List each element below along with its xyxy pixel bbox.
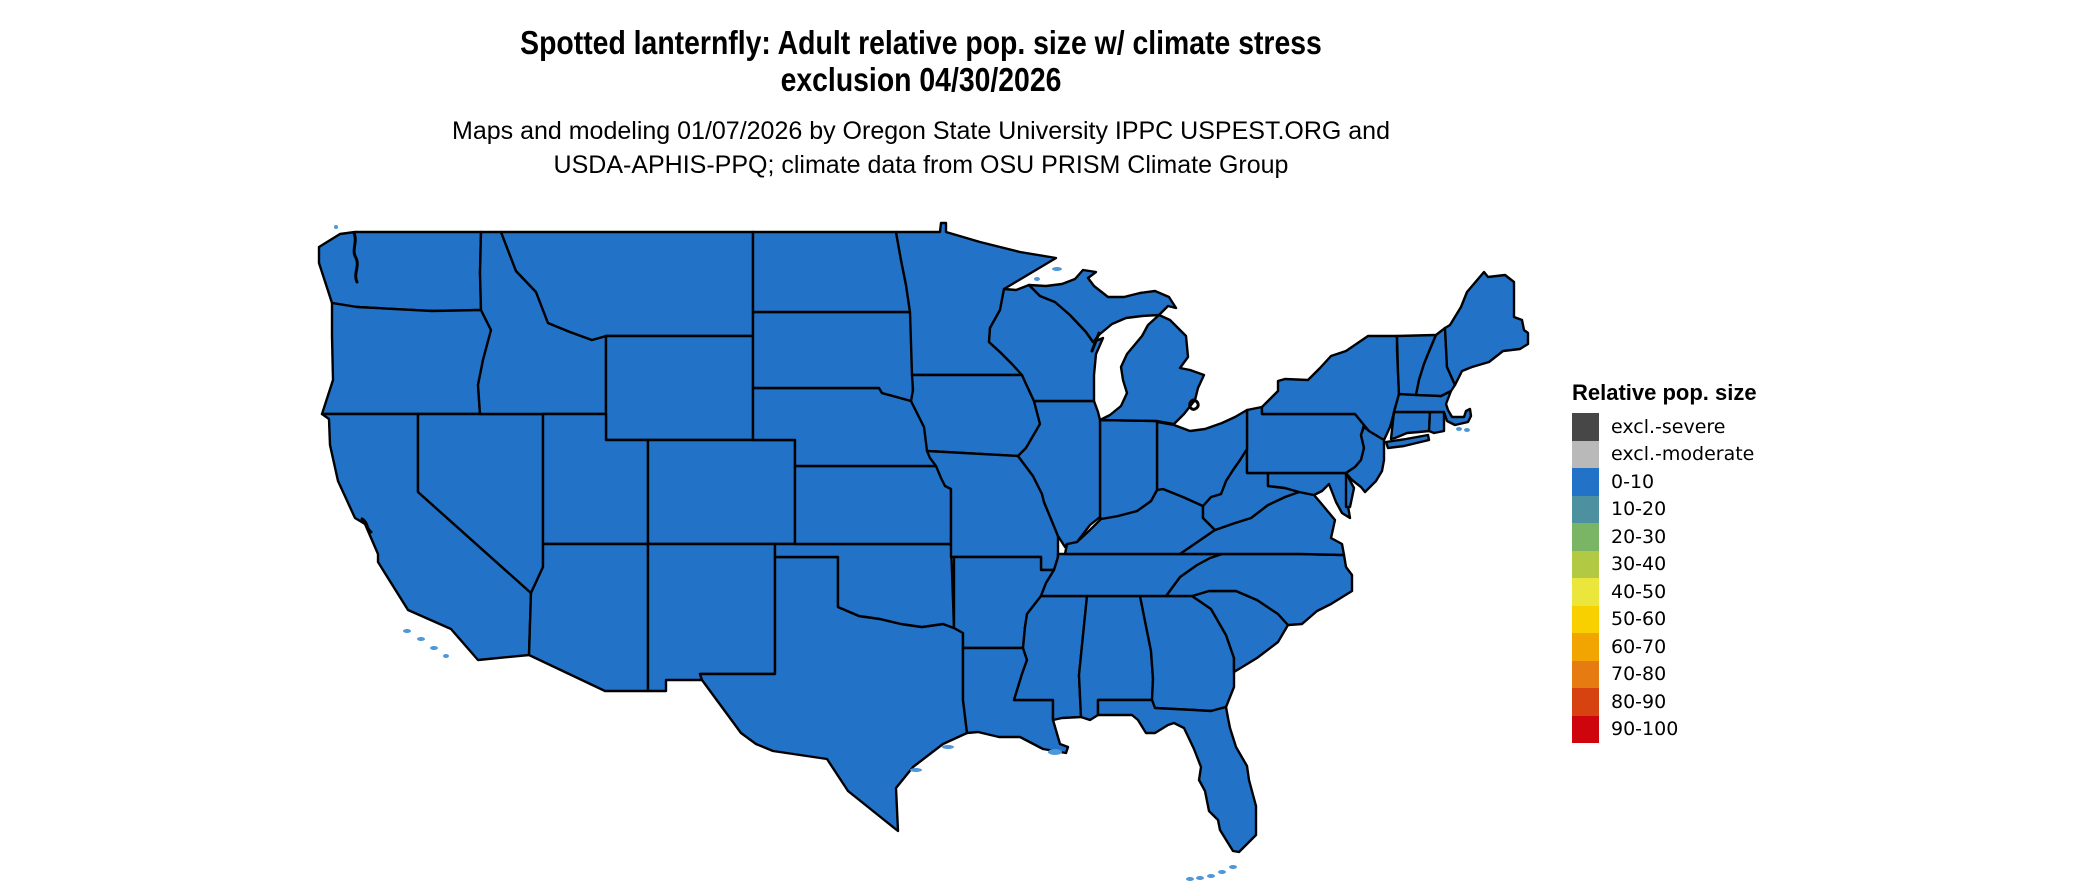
state-illinois	[1016, 399, 1102, 549]
state-oregon	[320, 301, 493, 416]
legend-item-excl-severe: excl.-severe	[1572, 413, 1757, 441]
legend-swatch-excl-severe	[1572, 413, 1599, 441]
state-new-york-long-island	[1384, 433, 1431, 450]
subtitle-line1: Maps and modeling 01/07/2026 by Oregon S…	[452, 117, 1390, 145]
legend: Relative pop. size excl.-severe excl.-mod…	[1572, 380, 1757, 743]
legend-item-10-20: 10-20	[1572, 495, 1757, 523]
state-north-dakota	[751, 230, 912, 314]
offshore-island	[1034, 277, 1040, 281]
state-new-mexico	[646, 542, 777, 693]
legend-item-80-90: 80-90	[1572, 688, 1757, 716]
legend-label-90-100: 90-100	[1611, 718, 1679, 741]
legend-item-20-30: 20-30	[1572, 523, 1757, 551]
legend-swatch-80-90	[1572, 688, 1599, 716]
offshore-island	[1196, 876, 1204, 880]
header: Spotted lanternfly: Adult relative pop. …	[0, 24, 1842, 182]
state-pennsylvania	[1245, 405, 1366, 475]
legend-item-30-40: 30-40	[1572, 550, 1757, 578]
offshore-island	[1052, 267, 1062, 271]
legend-item-0-10: 0-10	[1572, 468, 1757, 496]
state-arizona	[527, 542, 650, 693]
page-title-line1: Spotted lanternfly: Adult relative pop. …	[520, 24, 1322, 61]
state-wyoming	[604, 334, 755, 442]
legend-swatch-90-100	[1572, 715, 1599, 743]
subtitle: Maps and modeling 01/07/2026 by Oregon S…	[0, 114, 1842, 182]
legend-item-60-70: 60-70	[1572, 633, 1757, 661]
offshore-island	[430, 646, 438, 650]
legend-label-80-90: 80-90	[1611, 690, 1667, 713]
offshore-island	[942, 745, 954, 749]
state-michigan	[1098, 313, 1206, 426]
offshore-island	[1218, 870, 1226, 874]
legend-label-50-60: 50-60	[1611, 608, 1667, 631]
green-bay-water-icon	[1090, 331, 1101, 353]
offshore-island	[334, 225, 338, 229]
legend-swatch-10-20	[1572, 495, 1599, 523]
legend-label-60-70: 60-70	[1611, 635, 1667, 658]
legend-label-excl-moderate: excl.-moderate	[1611, 443, 1755, 466]
offshore-island	[417, 637, 425, 641]
page-title-line2: exclusion 04/30/2026	[780, 61, 1062, 98]
offshore-island	[1207, 874, 1215, 878]
state-ohio	[1155, 408, 1249, 508]
legend-swatch-50-60	[1572, 605, 1599, 633]
state-colorado	[646, 438, 797, 546]
legend-label-0-10: 0-10	[1611, 470, 1655, 493]
state-rhode-island	[1427, 410, 1446, 435]
us-map-svg	[317, 221, 1530, 881]
legend-swatch-20-30	[1572, 523, 1599, 551]
legend-item-40-50: 40-50	[1572, 578, 1757, 606]
legend-swatch-60-70	[1572, 633, 1599, 661]
state-delaware	[1344, 471, 1356, 509]
state-michigan-upper-peninsula	[1027, 268, 1178, 344]
legend-label-10-20: 10-20	[1611, 498, 1667, 521]
offshore-island	[1464, 428, 1470, 432]
legend-item-excl-moderate: excl.-moderate	[1572, 440, 1757, 468]
state-washington	[317, 230, 483, 313]
legend-item-90-100: 90-100	[1572, 715, 1757, 743]
legend-label-40-50: 40-50	[1611, 580, 1667, 603]
legend-swatch-70-80	[1572, 660, 1599, 688]
puget-sound-water-icon	[352, 231, 359, 284]
san-francisco-bay-water-icon	[360, 517, 373, 534]
legend-label-70-80: 70-80	[1611, 663, 1667, 686]
legend-label-20-30: 20-30	[1611, 525, 1667, 548]
legend-item-70-80: 70-80	[1572, 660, 1757, 688]
legend-title: Relative pop. size	[1572, 380, 1757, 405]
offshore-island	[1186, 877, 1194, 881]
offshore-island	[403, 629, 411, 633]
legend-rows: excl.-severe excl.-moderate 0-10 10-20 20-30…	[1572, 413, 1757, 743]
state-indiana	[1098, 418, 1159, 521]
legend-label-excl-severe: excl.-severe	[1611, 415, 1726, 438]
legend-swatch-0-10	[1572, 468, 1599, 496]
state-kansas	[793, 464, 953, 546]
legend-swatch-40-50	[1572, 578, 1599, 606]
offshore-island	[1048, 749, 1062, 755]
legend-swatch-excl-moderate	[1572, 440, 1599, 468]
state-south-dakota	[751, 310, 915, 403]
offshore-island	[910, 768, 922, 772]
subtitle-line2: USDA-APHIS-PPQ; climate data from OSU PR…	[553, 151, 1289, 179]
us-choropleth-map	[300, 220, 1530, 892]
offshore-island	[1456, 427, 1462, 431]
legend-item-50-60: 50-60	[1572, 605, 1757, 633]
state-florida	[1096, 698, 1258, 854]
state-maine	[1443, 270, 1530, 387]
legend-swatch-30-40	[1572, 550, 1599, 578]
offshore-island	[1229, 865, 1237, 869]
lake-st-clair-water-icon	[1188, 398, 1200, 411]
state-iowa	[909, 373, 1042, 458]
offshore-island	[443, 654, 449, 658]
legend-label-30-40: 30-40	[1611, 553, 1667, 576]
